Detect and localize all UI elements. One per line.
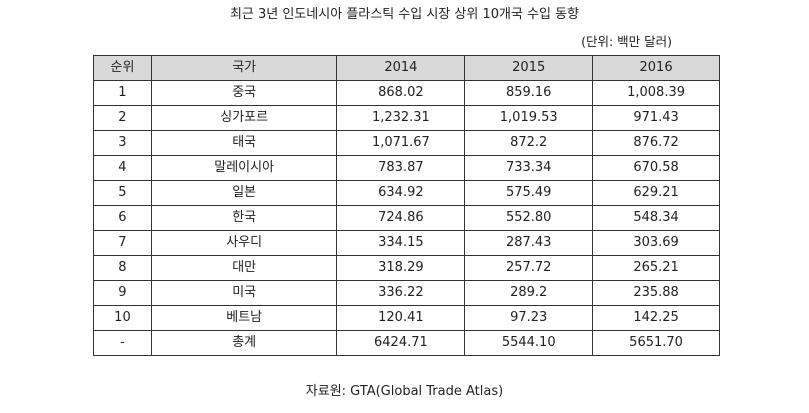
source-note: 자료원: GTA(Global Trade Atlas) bbox=[305, 384, 504, 399]
table-row: 5 일본 634.92 575.49 629.21 bbox=[93, 180, 720, 206]
cell-2016: 670.58 bbox=[592, 155, 720, 181]
cell-2016: 303.69 bbox=[592, 230, 720, 256]
header-country: 국가 bbox=[150, 55, 338, 81]
cell-2015: 575.49 bbox=[464, 180, 594, 206]
cell-2015: 1,019.53 bbox=[464, 105, 594, 131]
cell-country: 말레이시아 bbox=[150, 155, 338, 181]
cell-country: 총계 bbox=[150, 330, 338, 356]
cell-rank: - bbox=[93, 330, 152, 356]
cell-2014: 724.86 bbox=[336, 205, 466, 231]
cell-2015: 859.16 bbox=[464, 80, 594, 106]
cell-2016: 971.43 bbox=[592, 105, 720, 131]
cell-2016: 265.21 bbox=[592, 255, 720, 281]
cell-2014: 336.22 bbox=[336, 280, 466, 306]
table-row: 3 태국 1,071.67 872.2 876.72 bbox=[93, 130, 720, 156]
cell-rank: 7 bbox=[93, 230, 152, 256]
cell-country: 대만 bbox=[150, 255, 338, 281]
cell-rank: 10 bbox=[93, 305, 152, 331]
cell-2015: 257.72 bbox=[464, 255, 594, 281]
cell-2016: 876.72 bbox=[592, 130, 720, 156]
table-row: 6 한국 724.86 552.80 548.34 bbox=[93, 205, 720, 231]
cell-2014: 6424.71 bbox=[336, 330, 466, 356]
header-2016: 2016 bbox=[592, 55, 720, 81]
table-row: 4 말레이시아 783.87 733.34 670.58 bbox=[93, 155, 720, 181]
cell-country: 한국 bbox=[150, 205, 338, 231]
cell-country: 미국 bbox=[150, 280, 338, 306]
cell-country: 베트남 bbox=[150, 305, 338, 331]
cell-2014: 318.29 bbox=[336, 255, 466, 281]
cell-2015: 97.23 bbox=[464, 305, 594, 331]
cell-rank: 5 bbox=[93, 180, 152, 206]
cell-rank: 9 bbox=[93, 280, 152, 306]
cell-2016: 5651.70 bbox=[592, 330, 720, 356]
table-row: - 총계 6424.71 5544.10 5651.70 bbox=[93, 330, 720, 356]
cell-2014: 868.02 bbox=[336, 80, 466, 106]
cell-country: 사우디 bbox=[150, 230, 338, 256]
header-2015: 2015 bbox=[464, 55, 594, 81]
table-row: 10 베트남 120.41 97.23 142.25 bbox=[93, 305, 720, 331]
import-table: 순위 국가 2014 2015 2016 1 중국 868.02 859.16 1,00… bbox=[93, 55, 720, 356]
header-row: 순위 국가 2014 2015 2016 bbox=[93, 55, 720, 81]
cell-country: 싱가포르 bbox=[150, 105, 338, 131]
table-row: 1 중국 868.02 859.16 1,008.39 bbox=[93, 80, 720, 106]
cell-2015: 733.34 bbox=[464, 155, 594, 181]
cell-2015: 552.80 bbox=[464, 205, 594, 231]
table-row: 2 싱가포르 1,232.31 1,019.53 971.43 bbox=[93, 105, 720, 131]
header-rank: 순위 bbox=[93, 55, 152, 81]
cell-2015: 872.2 bbox=[464, 130, 594, 156]
cell-2015: 5544.10 bbox=[464, 330, 594, 356]
cell-2016: 142.25 bbox=[592, 305, 720, 331]
cell-country: 태국 bbox=[150, 130, 338, 156]
cell-2016: 235.88 bbox=[592, 280, 720, 306]
cell-2014: 783.87 bbox=[336, 155, 466, 181]
cell-2016: 1,008.39 bbox=[592, 80, 720, 106]
cell-2016: 629.21 bbox=[592, 180, 720, 206]
cell-rank: 2 bbox=[93, 105, 152, 131]
header-2014: 2014 bbox=[336, 55, 466, 81]
cell-rank: 4 bbox=[93, 155, 152, 181]
cell-2015: 289.2 bbox=[464, 280, 594, 306]
cell-rank: 8 bbox=[93, 255, 152, 281]
cell-2016: 548.34 bbox=[592, 205, 720, 231]
cell-rank: 1 bbox=[93, 80, 152, 106]
cell-2014: 1,071.67 bbox=[336, 130, 466, 156]
cell-2014: 634.92 bbox=[336, 180, 466, 206]
unit-label: (단위: 백만 달러) bbox=[581, 34, 672, 49]
cell-2014: 334.15 bbox=[336, 230, 466, 256]
cell-2014: 120.41 bbox=[336, 305, 466, 331]
table-row: 9 미국 336.22 289.2 235.88 bbox=[93, 280, 720, 306]
cell-2014: 1,232.31 bbox=[336, 105, 466, 131]
cell-country: 중국 bbox=[150, 80, 338, 106]
cell-2015: 287.43 bbox=[464, 230, 594, 256]
cell-rank: 3 bbox=[93, 130, 152, 156]
cell-country: 일본 bbox=[150, 180, 338, 206]
table-title: 최근 3년 인도네시아 플라스틱 수입 시장 상위 10개국 수입 동향 bbox=[229, 7, 580, 22]
cell-rank: 6 bbox=[93, 205, 152, 231]
table-row: 8 대만 318.29 257.72 265.21 bbox=[93, 255, 720, 281]
table-row: 7 사우디 334.15 287.43 303.69 bbox=[93, 230, 720, 256]
table-body: 1 중국 868.02 859.16 1,008.39 2 싱가포르 1,232.31 1,01… bbox=[93, 80, 720, 356]
